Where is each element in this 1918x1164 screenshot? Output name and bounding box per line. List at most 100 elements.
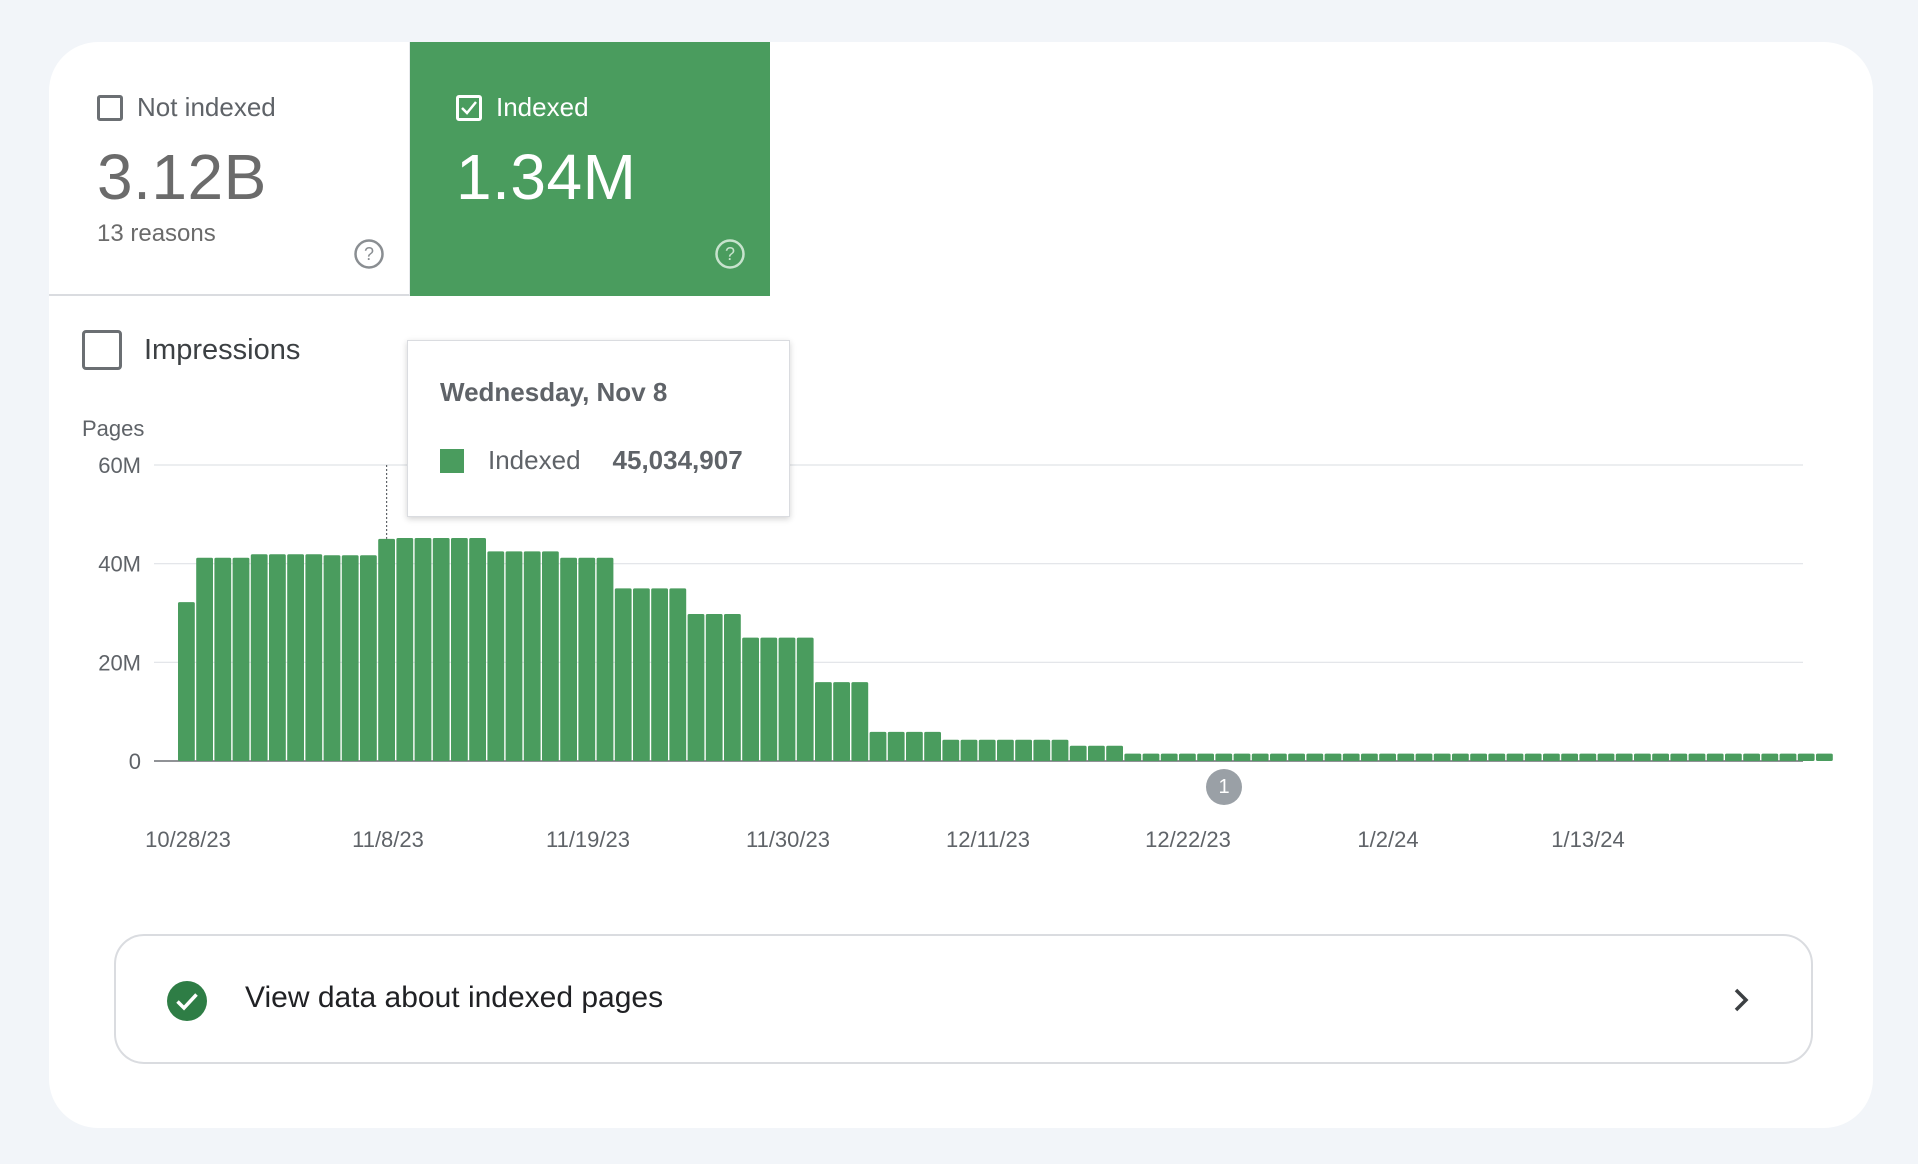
bar[interactable] xyxy=(196,557,213,761)
bar[interactable] xyxy=(487,551,505,761)
bar[interactable] xyxy=(596,557,614,761)
bar[interactable] xyxy=(1506,753,1524,761)
bar[interactable] xyxy=(851,682,869,761)
bar[interactable] xyxy=(687,613,705,761)
bar[interactable] xyxy=(1652,753,1669,761)
bar[interactable] xyxy=(323,555,341,761)
bar[interactable] xyxy=(1379,753,1396,761)
bar[interactable] xyxy=(997,739,1014,761)
bar[interactable] xyxy=(1361,753,1378,761)
indexed-header[interactable]: Indexed xyxy=(456,92,589,123)
bar[interactable] xyxy=(505,551,523,761)
bar[interactable] xyxy=(1561,753,1578,761)
bar[interactable] xyxy=(1124,753,1142,761)
bar[interactable] xyxy=(1779,753,1797,761)
bar[interactable] xyxy=(978,739,996,761)
bar[interactable] xyxy=(396,538,414,761)
bar[interactable] xyxy=(560,557,577,761)
bar[interactable] xyxy=(614,588,632,761)
bar[interactable] xyxy=(1324,753,1342,761)
bar[interactable] xyxy=(578,557,596,761)
bar[interactable] xyxy=(1543,753,1560,761)
bar[interactable] xyxy=(1160,753,1178,761)
indexed-checkbox[interactable] xyxy=(456,94,482,121)
bar[interactable] xyxy=(960,739,978,761)
bar[interactable] xyxy=(924,731,941,761)
not-indexed-checkbox[interactable] xyxy=(97,94,123,121)
bar-highlighted[interactable] xyxy=(378,538,395,761)
bar[interactable] xyxy=(1415,753,1433,761)
bar[interactable] xyxy=(542,551,559,761)
bar[interactable] xyxy=(1215,753,1233,761)
bar[interactable] xyxy=(1761,753,1779,761)
bar[interactable] xyxy=(669,588,687,761)
bar[interactable] xyxy=(360,555,377,761)
bar[interactable] xyxy=(1597,753,1615,761)
bar[interactable] xyxy=(414,538,432,761)
bar[interactable] xyxy=(1706,753,1724,761)
bar[interactable] xyxy=(287,554,304,761)
bar[interactable] xyxy=(633,588,650,761)
bar[interactable] xyxy=(469,538,486,761)
not-indexed-header[interactable]: Not indexed xyxy=(97,92,276,123)
bar[interactable] xyxy=(305,554,323,761)
bar[interactable] xyxy=(942,739,960,761)
bar[interactable] xyxy=(1615,753,1633,761)
bar[interactable] xyxy=(1106,745,1123,761)
bar[interactable] xyxy=(742,637,759,761)
bar[interactable] xyxy=(1033,739,1051,761)
bar[interactable] xyxy=(1579,753,1597,761)
bar[interactable] xyxy=(1051,739,1069,761)
bar[interactable] xyxy=(178,602,195,761)
bar[interactable] xyxy=(796,637,814,761)
bar[interactable] xyxy=(1179,753,1196,761)
bar[interactable] xyxy=(1342,753,1360,761)
bar[interactable] xyxy=(1488,753,1506,761)
bar[interactable] xyxy=(906,731,923,761)
bar[interactable] xyxy=(1470,753,1487,761)
bar[interactable] xyxy=(1288,753,1305,761)
bar[interactable] xyxy=(1233,753,1251,761)
bar[interactable] xyxy=(705,613,723,761)
bar[interactable] xyxy=(1743,753,1760,761)
annotation-marker[interactable]: 1 xyxy=(1206,769,1242,805)
impressions-toggle[interactable]: Impressions xyxy=(82,330,300,370)
bar[interactable] xyxy=(1197,753,1214,761)
bar[interactable] xyxy=(1816,753,1833,761)
bar[interactable] xyxy=(1797,753,1815,761)
bar[interactable] xyxy=(250,554,268,761)
bar[interactable] xyxy=(760,637,778,761)
bar[interactable] xyxy=(815,682,832,761)
bar[interactable] xyxy=(833,682,850,761)
bar[interactable] xyxy=(1069,745,1087,761)
bar[interactable] xyxy=(523,551,541,761)
bar[interactable] xyxy=(1251,753,1269,761)
bar[interactable] xyxy=(1688,753,1706,761)
bar[interactable] xyxy=(887,731,905,761)
bar[interactable] xyxy=(269,554,286,761)
bar[interactable] xyxy=(232,557,250,761)
view-indexed-pages-button[interactable]: View data about indexed pages xyxy=(114,934,1813,1064)
help-icon[interactable]: ? xyxy=(714,238,746,270)
help-icon[interactable]: ? xyxy=(353,238,385,270)
bar[interactable] xyxy=(341,555,359,761)
bar[interactable] xyxy=(1270,753,1287,761)
bar[interactable] xyxy=(1397,753,1415,761)
bar[interactable] xyxy=(1015,739,1032,761)
bar[interactable] xyxy=(1306,753,1324,761)
bar[interactable] xyxy=(1452,753,1469,761)
bar[interactable] xyxy=(869,731,887,761)
bar[interactable] xyxy=(778,637,796,761)
bar[interactable] xyxy=(1634,753,1651,761)
bar[interactable] xyxy=(1725,753,1742,761)
impressions-checkbox[interactable] xyxy=(82,330,122,370)
bar[interactable] xyxy=(1142,753,1160,761)
not-indexed-tile[interactable]: Not indexed 3.12B 13 reasons ? xyxy=(49,42,410,296)
bar[interactable] xyxy=(451,538,468,761)
indexed-tile[interactable]: Indexed 1.34M ? xyxy=(410,42,770,296)
bar[interactable] xyxy=(651,588,668,761)
bar[interactable] xyxy=(432,538,450,761)
bar[interactable] xyxy=(724,613,741,761)
bar[interactable] xyxy=(1088,745,1105,761)
bar[interactable] xyxy=(214,557,232,761)
